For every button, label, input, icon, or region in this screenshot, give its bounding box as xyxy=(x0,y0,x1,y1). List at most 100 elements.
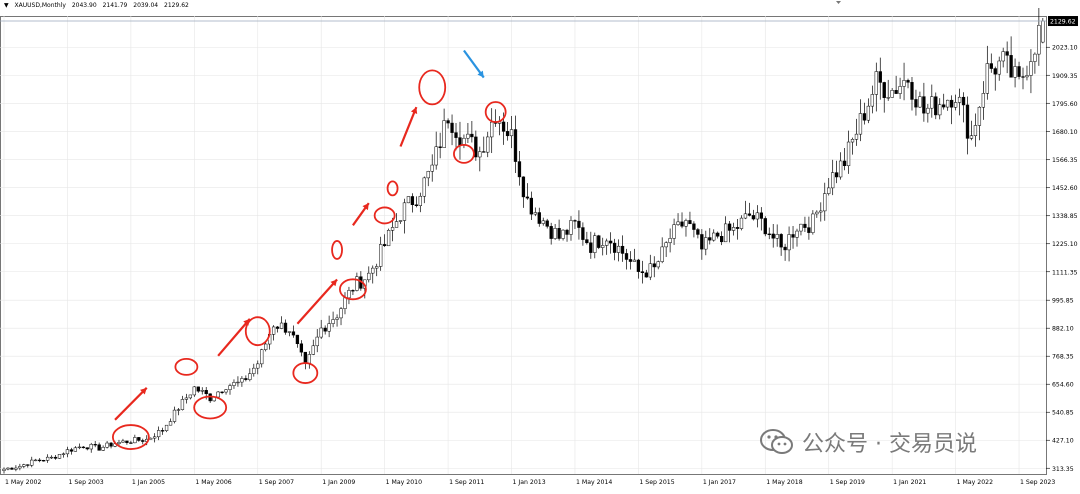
y-tick-label: 1680.10 xyxy=(1052,129,1078,136)
candle-body xyxy=(775,234,779,239)
candle-body xyxy=(240,378,244,383)
candle-body xyxy=(264,343,268,350)
candle-body xyxy=(331,319,335,324)
candle-body xyxy=(45,456,50,461)
candle-body xyxy=(938,104,942,116)
candle-body xyxy=(248,373,252,380)
candle-body xyxy=(303,351,307,364)
candle-body xyxy=(545,220,549,227)
candle-body xyxy=(490,121,494,138)
candle-body xyxy=(156,430,161,438)
candle-body xyxy=(125,440,129,443)
dropdown-triangle-icon[interactable]: ▼ xyxy=(4,2,9,9)
candle-body xyxy=(2,468,6,471)
candle-body xyxy=(561,229,565,239)
candle-body xyxy=(597,235,601,248)
candle-body xyxy=(438,146,442,148)
annotation-arrow xyxy=(217,318,251,357)
candle-body xyxy=(553,228,557,239)
candle-body xyxy=(347,290,351,299)
candle-body xyxy=(38,459,42,462)
candle-body xyxy=(77,446,81,449)
candle-body xyxy=(184,397,189,400)
annotation-arrow-head xyxy=(140,387,147,395)
candle-body xyxy=(930,96,934,109)
candle-body xyxy=(351,290,355,292)
candle-body xyxy=(343,297,347,309)
candle-body xyxy=(422,177,426,197)
candle-body xyxy=(565,229,569,235)
candle-body xyxy=(521,176,526,198)
candle-body xyxy=(898,86,902,94)
candle-body xyxy=(819,210,823,213)
candle-body xyxy=(918,96,922,108)
annotation-circle xyxy=(174,357,199,376)
candle-body xyxy=(319,327,323,338)
candle-body xyxy=(295,334,300,345)
candle-body xyxy=(949,99,954,108)
candle-body xyxy=(442,120,446,148)
candle-body xyxy=(838,160,843,178)
candle-body xyxy=(105,442,109,448)
candle-body xyxy=(6,467,10,470)
candle-body xyxy=(311,345,315,355)
candle-body xyxy=(375,266,379,269)
candle-body xyxy=(608,240,613,244)
annotation-circle xyxy=(418,69,447,106)
candle-body xyxy=(569,220,573,235)
candle-body xyxy=(922,96,926,114)
candle-body xyxy=(57,454,62,459)
y-tick-label: 995.85 xyxy=(1052,298,1074,305)
y-tick-label: 313.35 xyxy=(1052,466,1074,473)
x-tick-label: 1 Jan 2021 xyxy=(893,479,926,486)
candle-body xyxy=(256,363,260,369)
candle-body xyxy=(870,94,874,107)
candle-body xyxy=(910,82,914,100)
symbol-info: ▼ XAUUSD,Monthly 2043.90 2141.79 2039.04… xyxy=(4,2,193,9)
candle-body xyxy=(1009,55,1013,78)
candle-body xyxy=(287,331,292,333)
candle-body xyxy=(121,440,125,443)
x-tick-label: 1 Jan 2009 xyxy=(322,479,355,486)
candle-body xyxy=(275,326,280,329)
y-tick-label: 2023.10 xyxy=(1052,45,1078,52)
candle-body xyxy=(180,399,185,410)
candle-body xyxy=(307,354,311,364)
annotation-circle xyxy=(111,424,150,450)
y-tick-label: 1338.85 xyxy=(1052,213,1078,220)
candle-body xyxy=(434,146,438,166)
y-tick-label: 882.10 xyxy=(1052,326,1074,333)
candle-body xyxy=(668,238,672,243)
candle-body xyxy=(1017,66,1021,77)
candle-body xyxy=(426,171,430,179)
candle-body xyxy=(664,242,668,248)
candle-body xyxy=(842,160,847,167)
candle-body xyxy=(410,196,415,206)
candle-body xyxy=(866,105,871,121)
annotation-arrow-head xyxy=(362,203,369,211)
candle-body xyxy=(684,220,688,227)
candle-body xyxy=(815,211,819,215)
candle-body xyxy=(446,120,450,124)
candle-body xyxy=(501,121,506,132)
candle-body xyxy=(398,220,403,222)
candle-body xyxy=(466,133,470,139)
annotation-circle xyxy=(292,362,319,384)
candle-body xyxy=(97,444,101,451)
candle-body xyxy=(176,409,181,411)
candle-body xyxy=(517,161,522,178)
watermark: 公众号 · 交易员说 xyxy=(760,426,977,458)
candle-body xyxy=(339,308,343,319)
candle-body xyxy=(172,409,177,422)
candle-body xyxy=(279,322,284,329)
candle-body xyxy=(636,259,641,272)
candle-body xyxy=(831,172,835,189)
annotation-circle xyxy=(453,143,475,164)
candle-body xyxy=(406,196,411,204)
candle-body xyxy=(739,217,744,229)
candle-body xyxy=(640,271,645,274)
candle-body xyxy=(335,317,339,320)
x-tick-label: 1 May 2006 xyxy=(195,479,231,486)
candle-body xyxy=(882,82,886,98)
